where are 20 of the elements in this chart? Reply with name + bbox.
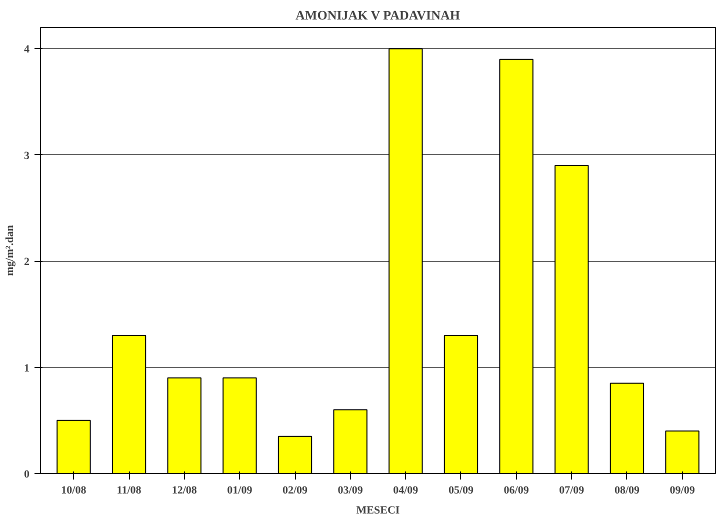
x-tick-label: 07/09 bbox=[559, 484, 585, 496]
y-tick-label: 4 bbox=[24, 44, 30, 56]
x-axis-title: MESECI bbox=[356, 504, 400, 516]
x-tick-label: 09/09 bbox=[670, 484, 696, 496]
x-tick-label: 04/09 bbox=[393, 484, 419, 496]
y-tick-label: 2 bbox=[24, 256, 30, 268]
x-tick-label: 08/09 bbox=[614, 484, 640, 496]
x-tick-label: 05/09 bbox=[448, 484, 474, 496]
y-axis-title: mg/m².dan bbox=[4, 225, 16, 276]
y-tick-label: 1 bbox=[24, 362, 30, 374]
y-tick-label: 3 bbox=[24, 150, 30, 162]
x-tick-label: 12/08 bbox=[172, 484, 198, 496]
x-tick-label: 01/09 bbox=[227, 484, 253, 496]
x-tick-label: 02/09 bbox=[282, 484, 308, 496]
x-tick-label: 10/08 bbox=[61, 484, 87, 496]
x-tick-label: 03/09 bbox=[338, 484, 364, 496]
y-tick-label: 0 bbox=[24, 468, 30, 480]
x-tick-label: 11/08 bbox=[116, 484, 142, 496]
x-tick-label: 06/09 bbox=[504, 484, 530, 496]
chart-title: AMONIJAK V PADAVINAH bbox=[296, 8, 460, 22]
